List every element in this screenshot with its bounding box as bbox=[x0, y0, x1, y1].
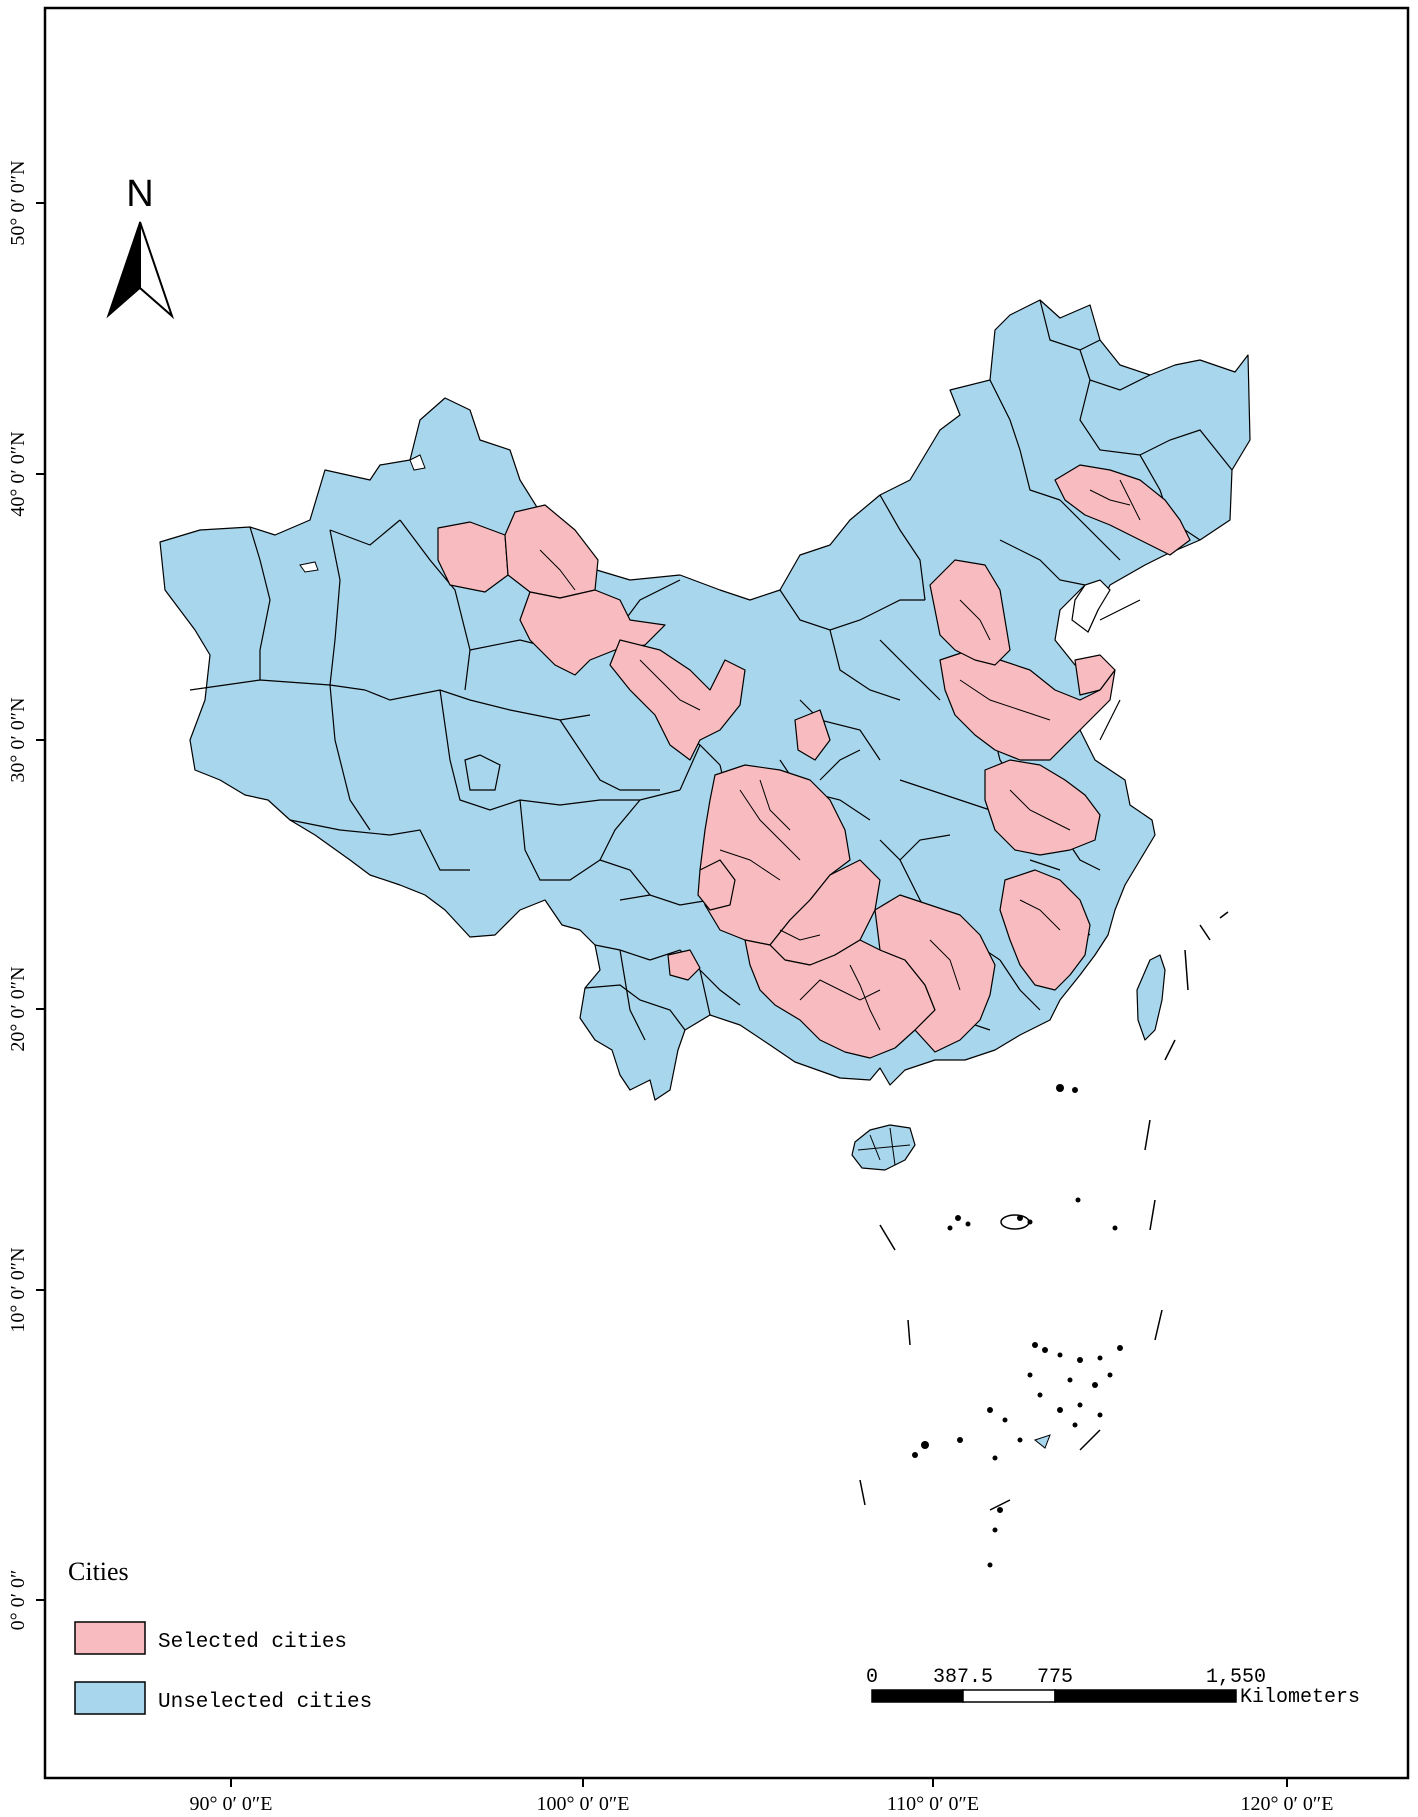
lake-2 bbox=[409, 454, 426, 471]
scale-tick-387: 387.5 bbox=[933, 1666, 993, 1689]
scale-segment-1 bbox=[871, 1689, 964, 1703]
selected-region-northwest-2 bbox=[504, 504, 599, 599]
paracel-ring bbox=[1000, 1214, 1030, 1230]
scale-tick-1550: 1,550 bbox=[1206, 1666, 1266, 1689]
bohai-bay bbox=[1071, 579, 1111, 633]
selected-region-yunnan-small bbox=[667, 949, 701, 981]
selected-region-gansu-corridor bbox=[609, 639, 746, 761]
scale-bar: 0 387.5 775 1,550 Kilometers bbox=[866, 1666, 1360, 1709]
scale-tick-0: 0 bbox=[866, 1666, 878, 1689]
selected-region-guangxi-guangdong bbox=[874, 894, 996, 1053]
selected-region-west-central bbox=[697, 859, 736, 911]
taiwan-island bbox=[1136, 954, 1166, 1041]
latitude-ticks bbox=[36, 202, 45, 1601]
scale-segment-3 bbox=[1054, 1689, 1237, 1703]
lat-label-50: 50° 0′ 0″N bbox=[7, 160, 29, 245]
scale-unit: Kilometers bbox=[1240, 1686, 1360, 1709]
lon-label-110: 110° 0′ 0″E bbox=[887, 1793, 979, 1815]
selected-region-hebei-shanxi bbox=[929, 559, 1011, 666]
south-china-sea bbox=[859, 911, 1229, 1568]
lat-label-40: 40° 0′ 0″N bbox=[7, 431, 29, 516]
legend-swatch-unselected bbox=[74, 1681, 146, 1715]
lake-1 bbox=[299, 561, 319, 573]
north-label: N bbox=[126, 173, 153, 215]
lon-label-100: 100° 0′ 0″E bbox=[537, 1793, 630, 1815]
legend-title: Cities bbox=[68, 1557, 129, 1586]
selected-region-east-coast-1 bbox=[1074, 654, 1116, 696]
scale-segment-2 bbox=[962, 1689, 1056, 1703]
longitude-ticks bbox=[230, 1778, 1288, 1787]
selected-region-henan-shandong bbox=[939, 649, 1116, 761]
lon-label-90: 90° 0′ 0″E bbox=[190, 1793, 273, 1815]
china-map bbox=[159, 299, 1251, 1171]
lat-label-30: 30° 0′ 0″N bbox=[7, 697, 29, 782]
selected-region-northwest-1 bbox=[437, 521, 509, 593]
north-arrow-right-half-icon bbox=[139, 221, 175, 320]
lon-label-120: 120° 0′ 0″E bbox=[1241, 1793, 1334, 1815]
lat-label-20: 20° 0′ 0″N bbox=[7, 966, 29, 1051]
lat-label-10: 10° 0′ 0″N bbox=[7, 1247, 29, 1332]
legend: Cities Selected cities Unselected cities bbox=[68, 1557, 372, 1715]
legend-label-selected: Selected cities bbox=[158, 1631, 347, 1654]
selected-internal-boundaries bbox=[539, 479, 1141, 1031]
lat-label-0: 0° 0′ 0″ bbox=[7, 1570, 29, 1631]
hainan-boundaries bbox=[857, 1127, 911, 1166]
selected-region-jiangxi-fujian bbox=[999, 869, 1091, 991]
scale-tick-775: 775 bbox=[1037, 1666, 1073, 1689]
legend-swatch-selected bbox=[74, 1621, 146, 1655]
legend-label-unselected: Unselected cities bbox=[158, 1691, 372, 1714]
selected-region-liaoning bbox=[1054, 464, 1191, 556]
selected-region-shaanxi bbox=[794, 709, 831, 761]
selected-region-anhui-jiangsu bbox=[984, 759, 1101, 856]
north-arrow: N bbox=[106, 173, 175, 320]
